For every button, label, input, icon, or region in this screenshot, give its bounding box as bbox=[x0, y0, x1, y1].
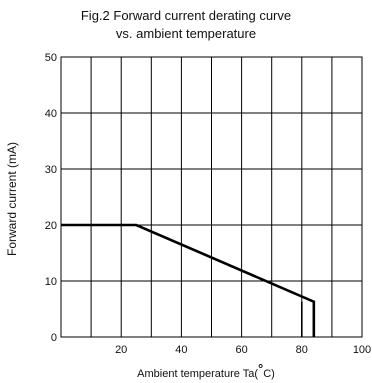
y-tick-label: 20 bbox=[45, 220, 57, 232]
y-tick-label: 50 bbox=[45, 52, 57, 64]
x-axis-label-prefix: Ambient temperature Ta( bbox=[137, 368, 258, 380]
y-tick-label: 40 bbox=[45, 108, 57, 120]
chart-title: Fig.2 Forward current derating curve bbox=[81, 8, 291, 23]
grid bbox=[60, 56, 363, 338]
y-tick-label: 0 bbox=[51, 332, 57, 344]
y-tick-label: 30 bbox=[45, 164, 57, 176]
x-axis-label-unit: C) bbox=[263, 368, 275, 380]
derating-curve bbox=[61, 223, 316, 337]
x-tick-label: 20 bbox=[115, 344, 127, 356]
x-axis-label-degree: ° bbox=[258, 361, 263, 376]
x-tick-label: 60 bbox=[235, 344, 247, 356]
y-ticks: 0 10 20 30 40 50 bbox=[45, 52, 57, 344]
y-tick-label: 10 bbox=[45, 276, 57, 288]
x-ticks: 20 40 60 80 100 bbox=[115, 344, 371, 356]
y-axis-label: Forward current (mA) bbox=[5, 142, 19, 256]
x-axis-label: Ambient temperature Ta(°C) bbox=[137, 361, 275, 380]
series-layer bbox=[61, 223, 316, 337]
x-tick-label: 40 bbox=[175, 344, 187, 356]
x-tick-label: 80 bbox=[296, 344, 308, 356]
x-tick-label: 100 bbox=[353, 344, 371, 356]
chart-subtitle: vs. ambient temperature bbox=[116, 26, 256, 41]
